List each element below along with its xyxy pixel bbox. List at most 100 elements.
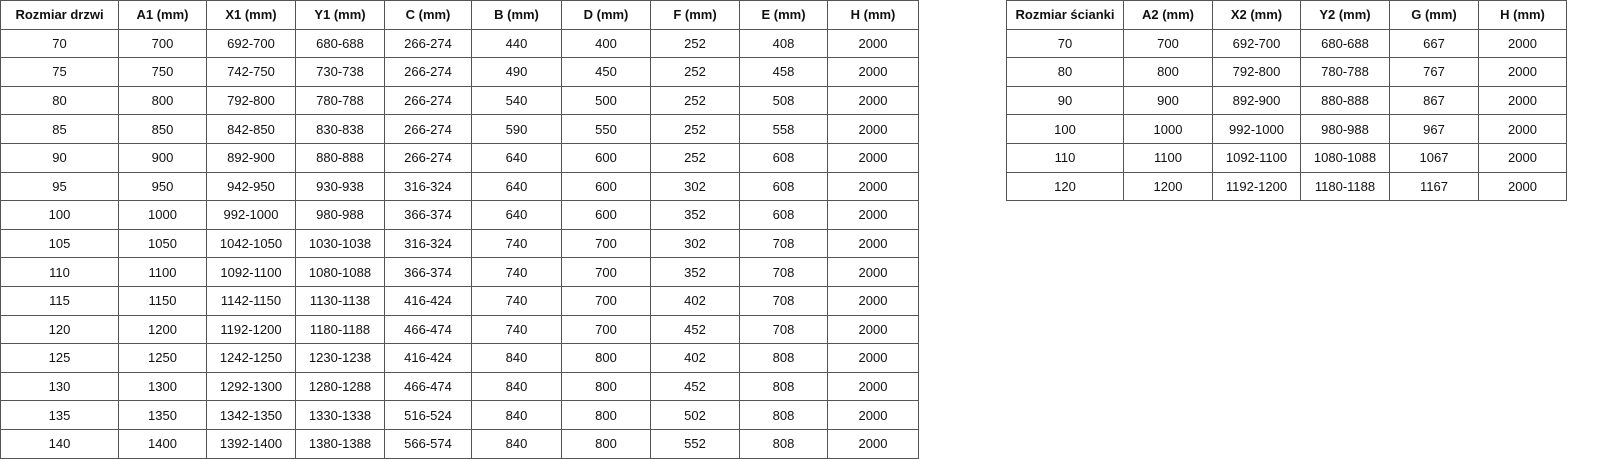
table-header-row: Rozmiar drzwi A1 (mm) X1 (mm) Y1 (mm) C (mm)… xyxy=(0,0,919,30)
table-cell: 516-524 xyxy=(384,400,472,430)
table-cell: 2000 xyxy=(1478,114,1567,144)
table-cell: 90 xyxy=(1006,85,1124,116)
table-cell: 2000 xyxy=(827,200,919,230)
table-cell: 120 xyxy=(1006,171,1124,202)
table-cell: 680-688 xyxy=(1300,28,1390,59)
table-cell: 452 xyxy=(650,314,740,345)
table-cell: 100 xyxy=(1006,114,1124,144)
wall-dimensions-table: Rozmiar ścianki A2 (mm) X2 (mm) Y2 (mm) G (m… xyxy=(1006,0,1567,202)
column-header: B (mm) xyxy=(471,0,562,30)
table-cell: 800 xyxy=(118,85,207,116)
table-cell: 608 xyxy=(739,142,828,173)
table-cell: 892-900 xyxy=(1212,85,1301,116)
table-cell: 252 xyxy=(650,28,740,59)
table-cell: 700 xyxy=(561,285,651,316)
table-row: 100 1000 992-1000 980-988 967 2000 xyxy=(1006,114,1567,144)
table-cell: 740 xyxy=(471,257,562,287)
table-cell: 800 xyxy=(561,371,651,402)
column-header: H (mm) xyxy=(1478,0,1567,30)
table-cell: 708 xyxy=(739,228,828,259)
table-cell: 266-274 xyxy=(384,114,472,144)
table-cell: 1392-1400 xyxy=(206,428,296,459)
table-cell: 1100 xyxy=(118,257,207,287)
table-cell: 1092-1100 xyxy=(1212,142,1301,173)
table-cell: 115 xyxy=(0,285,119,316)
table-cell: 700 xyxy=(561,228,651,259)
table-cell: 2000 xyxy=(827,400,919,430)
table-cell: 1050 xyxy=(118,228,207,259)
table-cell: 558 xyxy=(739,114,828,144)
table-cell: 840 xyxy=(471,371,562,402)
table-row: 120 1200 1192-1200 1180-1188 466-474 740 700 45… xyxy=(0,314,919,345)
table-cell: 742-750 xyxy=(206,57,296,87)
table-cell: 1042-1050 xyxy=(206,228,296,259)
table-row: 130 1300 1292-1300 1280-1288 466-474 840 800 45… xyxy=(0,371,919,402)
table-cell: 266-274 xyxy=(384,28,472,59)
table-row: 110 1100 1092-1100 1080-1088 1067 2000 xyxy=(1006,142,1567,173)
table-header-row: Rozmiar ścianki A2 (mm) X2 (mm) Y2 (mm) G (m… xyxy=(1006,0,1567,30)
table-cell: 302 xyxy=(650,228,740,259)
table-cell: 767 xyxy=(1389,57,1479,87)
table-row: 70 700 692-700 680-688 667 2000 xyxy=(1006,28,1567,59)
column-header: Rozmiar drzwi xyxy=(0,0,119,30)
table-cell: 266-274 xyxy=(384,57,472,87)
table-cell: 880-888 xyxy=(295,142,385,173)
table-cell: 992-1000 xyxy=(1212,114,1301,144)
table-cell: 1292-1300 xyxy=(206,371,296,402)
table-cell: 700 xyxy=(1123,28,1213,59)
table-cell: 2000 xyxy=(1478,142,1567,173)
table-cell: 800 xyxy=(561,400,651,430)
table-cell: 130 xyxy=(0,371,119,402)
table-cell: 550 xyxy=(561,114,651,144)
table-cell: 500 xyxy=(561,85,651,116)
table-cell: 400 xyxy=(561,28,651,59)
table-cell: 708 xyxy=(739,285,828,316)
table-cell: 408 xyxy=(739,28,828,59)
column-header: D (mm) xyxy=(561,0,651,30)
table-cell: 540 xyxy=(471,85,562,116)
table-cell: 1092-1100 xyxy=(206,257,296,287)
table-cell: 2000 xyxy=(827,28,919,59)
table-cell: 740 xyxy=(471,285,562,316)
table-cell: 2000 xyxy=(827,142,919,173)
table-cell: 252 xyxy=(650,142,740,173)
table-row: 90 900 892-900 880-888 266-274 640 600 252 608 20… xyxy=(0,142,919,173)
table-cell: 70 xyxy=(1006,28,1124,59)
table-cell: 2000 xyxy=(1478,85,1567,116)
table-cell: 135 xyxy=(0,400,119,430)
table-cell: 930-938 xyxy=(295,171,385,202)
table-cell: 466-474 xyxy=(384,371,472,402)
table-cell: 1167 xyxy=(1389,171,1479,202)
table-cell: 125 xyxy=(0,343,119,373)
table-cell: 110 xyxy=(1006,142,1124,173)
column-header: G (mm) xyxy=(1389,0,1479,30)
table-cell: 808 xyxy=(739,343,828,373)
table-cell: 640 xyxy=(471,142,562,173)
table-cell: 1000 xyxy=(1123,114,1213,144)
table-cell: 792-800 xyxy=(1212,57,1301,87)
table-cell: 900 xyxy=(1123,85,1213,116)
table-cell: 2000 xyxy=(827,285,919,316)
table-cell: 640 xyxy=(471,171,562,202)
table-row: 140 1400 1392-1400 1380-1388 566-574 840 800 55… xyxy=(0,428,919,459)
table-cell: 2000 xyxy=(827,257,919,287)
table-cell: 1350 xyxy=(118,400,207,430)
table-cell: 1200 xyxy=(1123,171,1213,202)
table-cell: 950 xyxy=(118,171,207,202)
column-header: C (mm) xyxy=(384,0,472,30)
table-cell: 708 xyxy=(739,257,828,287)
table-cell: 2000 xyxy=(827,314,919,345)
table-cell: 1280-1288 xyxy=(295,371,385,402)
table-cell: 808 xyxy=(739,428,828,459)
table-cell: 808 xyxy=(739,400,828,430)
table-cell: 1192-1200 xyxy=(1212,171,1301,202)
table-cell: 2000 xyxy=(827,343,919,373)
table-cell: 366-374 xyxy=(384,200,472,230)
table-cell: 980-988 xyxy=(295,200,385,230)
table-cell: 867 xyxy=(1389,85,1479,116)
table-cell: 80 xyxy=(1006,57,1124,87)
table-cell: 1342-1350 xyxy=(206,400,296,430)
table-cell: 110 xyxy=(0,257,119,287)
table-row: 80 800 792-800 780-788 266-274 540 500 252 508 20… xyxy=(0,85,919,116)
table-cell: 1100 xyxy=(1123,142,1213,173)
